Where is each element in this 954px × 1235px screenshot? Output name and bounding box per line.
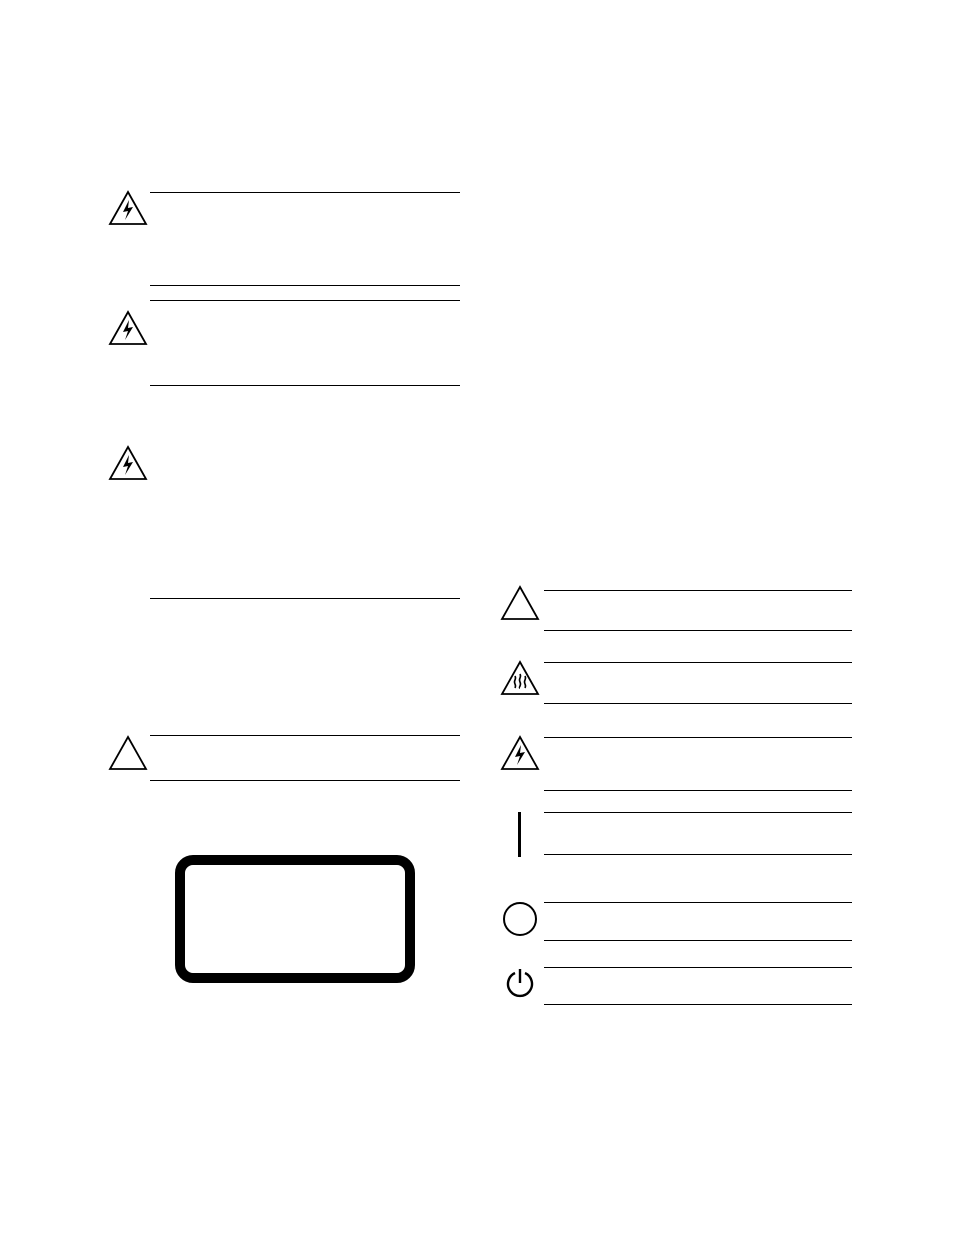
bolt-triangle-icon	[108, 445, 148, 481]
bolt-triangle-icon	[108, 190, 148, 226]
left-rule	[150, 385, 460, 386]
right-rule	[544, 902, 852, 903]
triangle-icon	[108, 735, 148, 771]
rounded-rectangle-outline	[179, 859, 411, 979]
right-rule	[544, 703, 852, 704]
power-icon	[502, 965, 538, 1006]
right-rule	[544, 737, 852, 738]
right-rule	[544, 812, 852, 813]
right-rule	[544, 854, 852, 855]
document-page	[0, 0, 954, 1235]
heat-triangle-icon	[500, 660, 540, 696]
rounded-rectangle	[175, 855, 415, 983]
right-rule	[544, 967, 852, 968]
left-rule	[150, 598, 460, 599]
left-rule	[150, 780, 460, 781]
circle-icon	[503, 902, 537, 936]
right-rule	[544, 790, 852, 791]
right-rule	[544, 630, 852, 631]
left-rule	[150, 300, 460, 301]
bolt-triangle-icon	[500, 735, 540, 771]
bolt-triangle-icon	[108, 310, 148, 346]
vertical-line-icon	[518, 812, 521, 857]
right-rule	[544, 1004, 852, 1005]
triangle-icon	[500, 585, 540, 621]
left-rule	[150, 192, 460, 193]
right-rule	[544, 940, 852, 941]
right-rule	[544, 662, 852, 663]
right-rule	[544, 590, 852, 591]
left-rule	[150, 285, 460, 286]
left-rule	[150, 735, 460, 736]
